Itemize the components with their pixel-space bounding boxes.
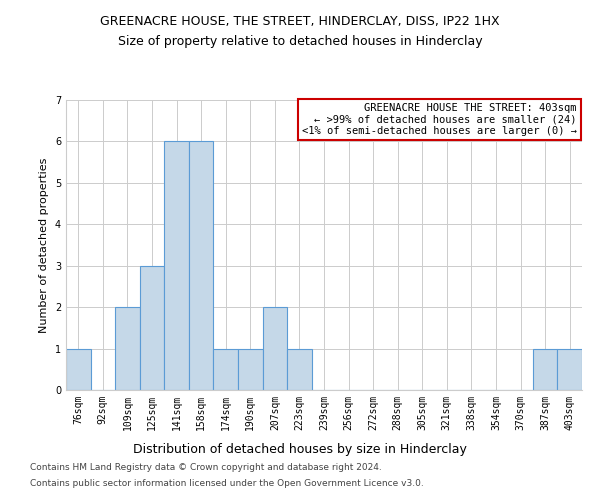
- Bar: [533, 348, 557, 390]
- Bar: [140, 266, 164, 390]
- Bar: [263, 307, 287, 390]
- Bar: [115, 307, 140, 390]
- Text: Distribution of detached houses by size in Hinderclay: Distribution of detached houses by size …: [133, 442, 467, 456]
- Text: Contains public sector information licensed under the Open Government Licence v3: Contains public sector information licen…: [30, 478, 424, 488]
- Text: GREENACRE HOUSE, THE STREET, HINDERCLAY, DISS, IP22 1HX: GREENACRE HOUSE, THE STREET, HINDERCLAY,…: [100, 15, 500, 28]
- Bar: [164, 142, 189, 390]
- Bar: [66, 348, 91, 390]
- Text: Size of property relative to detached houses in Hinderclay: Size of property relative to detached ho…: [118, 35, 482, 48]
- Bar: [557, 348, 582, 390]
- Bar: [214, 348, 238, 390]
- Y-axis label: Number of detached properties: Number of detached properties: [40, 158, 49, 332]
- Text: GREENACRE HOUSE THE STREET: 403sqm
← >99% of detached houses are smaller (24)
<1: GREENACRE HOUSE THE STREET: 403sqm ← >99…: [302, 103, 577, 136]
- Text: Contains HM Land Registry data © Crown copyright and database right 2024.: Contains HM Land Registry data © Crown c…: [30, 464, 382, 472]
- Bar: [189, 142, 214, 390]
- Bar: [238, 348, 263, 390]
- Bar: [287, 348, 312, 390]
